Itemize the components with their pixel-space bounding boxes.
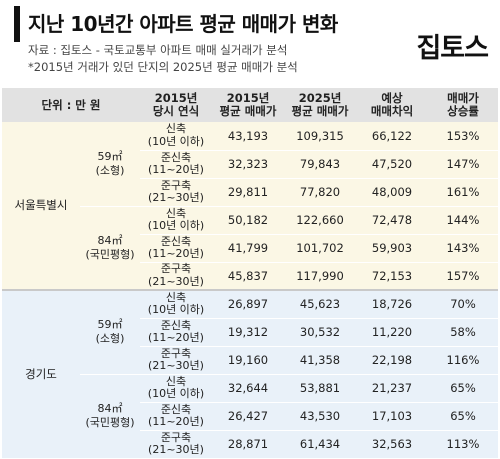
rate-cell: 143% (428, 234, 498, 263)
price-2025-cell: 43,530 (284, 402, 356, 431)
diff-cell: 72,153 (356, 262, 428, 291)
age-cell: 준구축 (21~30년) (140, 178, 212, 207)
rate-cell: 153% (428, 122, 498, 151)
price-2015-cell: 28,871 (212, 430, 284, 459)
age-cell: 준구축 (21~30년) (140, 430, 212, 459)
rate-cell: 70% (428, 289, 498, 319)
diff-cell: 18,726 (356, 289, 428, 319)
header-price-2015: 2015년 평균 매매가 (219, 91, 277, 118)
source-line-2: *2015년 거래가 있던 단지의 2025년 평균 매매가 분석 (28, 60, 298, 74)
rate-cell: 65% (428, 373, 498, 403)
page-title: 지난 10년간 아파트 평균 매매가 변화 (28, 12, 338, 36)
price-2015-cell: 41,799 (212, 234, 284, 263)
rate-cell: 147% (428, 150, 498, 179)
price-2015-cell: 29,811 (212, 178, 284, 207)
price-2025-cell: 77,820 (284, 178, 356, 207)
table-row: 준신축 (11~20년) 41,799 101,702 59,903 143% (2, 234, 498, 263)
price-2025-cell: 61,434 (284, 430, 356, 459)
header-price-2025: 2025년 평균 매매가 (291, 91, 349, 118)
price-2025-cell: 45,623 (284, 289, 356, 319)
price-2025-cell: 122,660 (284, 205, 356, 235)
diff-cell: 47,520 (356, 150, 428, 179)
size-label: 84㎡ (국민평형) (80, 205, 140, 291)
diff-cell: 32,563 (356, 430, 428, 459)
price-2025-cell: 30,532 (284, 318, 356, 347)
header-diff: 예상 매매차익 (370, 91, 414, 118)
age-cell: 신축 (10년 이하) (140, 373, 212, 403)
diff-cell: 22,198 (356, 346, 428, 375)
diff-cell: 21,237 (356, 373, 428, 403)
price-2015-cell: 26,427 (212, 402, 284, 431)
rate-cell: 113% (428, 430, 498, 459)
price-2015-cell: 26,897 (212, 289, 284, 319)
source-line-1: 자료 : 집토스 - 국토교통부 아파트 매매 실거래가 분석 (28, 43, 288, 57)
age-cell: 준신축 (11~20년) (140, 318, 212, 347)
header-age: 2015년 당시 연식 (152, 91, 200, 118)
rate-cell: 116% (428, 346, 498, 375)
price-2015-cell: 50,182 (212, 205, 284, 235)
brand-logo: 집토스 (416, 33, 489, 64)
size-label: 84㎡ (국민평형) (80, 373, 140, 459)
region-label: 서울특별시 (2, 122, 80, 291)
age-cell: 준신축 (11~20년) (140, 402, 212, 431)
title-accent-bar (14, 6, 20, 42)
source-note: 자료 : 집토스 - 국토교통부 아파트 매매 실거래가 분석 *2015년 거… (28, 42, 298, 76)
price-2025-cell: 117,990 (284, 262, 356, 291)
table-row: 준신축 (11~20년) 26,427 43,530 17,103 65% (2, 402, 498, 431)
table-row: 준신축 (11~20년) 32,323 79,843 47,520 147% (2, 150, 498, 179)
header-rate: 매매가 상승률 (447, 91, 479, 118)
size-label: 59㎡ (소형) (80, 289, 140, 375)
price-2015-cell: 43,193 (212, 122, 284, 151)
table-row: 서울특별시 59㎡ (소형) 신축 (10년 이하) 43,193 109,315 66,12… (2, 122, 498, 291)
price-2025-cell: 41,358 (284, 346, 356, 375)
price-2015-cell: 32,323 (212, 150, 284, 179)
rate-cell: 65% (428, 402, 498, 431)
diff-cell: 48,009 (356, 178, 428, 207)
diff-cell: 72,478 (356, 205, 428, 235)
price-2025-cell: 79,843 (284, 150, 356, 179)
rate-cell: 144% (428, 205, 498, 235)
age-cell: 준신축 (11~20년) (140, 234, 212, 263)
price-2025-cell: 109,315 (284, 122, 356, 151)
price-2025-cell: 101,702 (284, 234, 356, 263)
price-2015-cell: 19,160 (212, 346, 284, 375)
age-cell: 신축 (10년 이하) (140, 205, 212, 235)
diff-cell: 11,220 (356, 318, 428, 347)
region-label: 경기도 (2, 289, 80, 459)
age-cell: 준구축 (21~30년) (140, 262, 212, 291)
price-2015-cell: 19,312 (212, 318, 284, 347)
table-row: 준구축 (21~30년) 19,160 41,358 22,198 116% (2, 346, 498, 375)
age-cell: 신축 (10년 이하) (140, 289, 212, 319)
table-row: 경기도 59㎡ (소형) 신축 (10년 이하) 26,897 45,623 18,726 70… (2, 289, 498, 459)
diff-cell: 66,122 (356, 122, 428, 151)
age-cell: 신축 (10년 이하) (140, 122, 212, 151)
age-cell: 준구축 (21~30년) (140, 346, 212, 375)
table-row: 준구축 (21~30년) 45,837 117,990 72,153 157% (2, 262, 498, 291)
diff-cell: 17,103 (356, 402, 428, 431)
size-label: 59㎡ (소형) (80, 122, 140, 207)
rate-cell: 58% (428, 318, 498, 347)
rate-cell: 161% (428, 178, 498, 207)
price-2025-cell: 53,881 (284, 373, 356, 403)
diff-cell: 59,903 (356, 234, 428, 263)
table-row: 84㎡ (국민평형) 신축 (10년 이하) 50,182 122,660 72,478 14… (2, 205, 498, 291)
table-row: 준구축 (21~30년) 29,811 77,820 48,009 161% (2, 178, 498, 207)
table-row: 84㎡ (국민평형) 신축 (10년 이하) 32,644 53,881 21,237 65% (2, 373, 498, 459)
price-table: 단위 : 만 원 2015년 당시 연식 2015년 평균 매매가 2025년 평균 … (2, 88, 498, 459)
table-row: 준신축 (11~20년) 19,312 30,532 11,220 58% (2, 318, 498, 347)
age-cell: 준신축 (11~20년) (140, 150, 212, 179)
table-body: 서울특별시 59㎡ (소형) 신축 (10년 이하) 43,193 109,315 66,12… (2, 122, 498, 459)
header-unit: 단위 : 만 원 (41, 97, 101, 112)
price-2015-cell: 45,837 (212, 262, 284, 291)
price-2015-cell: 32,644 (212, 373, 284, 403)
table-header-row: 단위 : 만 원 2015년 당시 연식 2015년 평균 매매가 2025년 평균 … (2, 88, 498, 122)
rate-cell: 157% (428, 262, 498, 291)
